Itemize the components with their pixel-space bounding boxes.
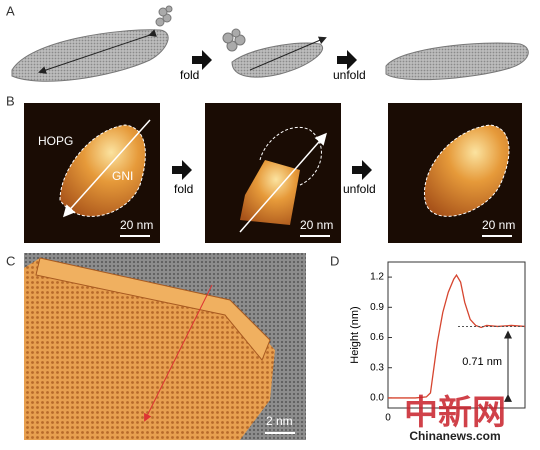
scale-label: 20 nm [482, 218, 515, 232]
y-tick-label: 1.2 [370, 272, 384, 283]
panel-label: D [330, 253, 339, 268]
folded-flake [240, 160, 300, 225]
step-label: fold [174, 182, 193, 196]
x-tick-label: 0 [385, 413, 391, 424]
tip [155, 5, 173, 27]
step-arrow [192, 50, 212, 70]
y-axis-label: Height (nm) [349, 306, 361, 363]
y-tick-label: 0.3 [370, 362, 384, 373]
annotation: 0.71 nm [462, 356, 502, 368]
watermark: 中新网 [404, 394, 506, 432]
arrow [249, 36, 327, 71]
folded-flake [231, 42, 323, 78]
scale-label: 20 nm [300, 218, 333, 232]
step-arrow [172, 160, 192, 180]
fold-edge [35, 257, 271, 361]
y-tick-label: 0.0 [370, 393, 384, 404]
flake [385, 42, 529, 81]
step-arrow [352, 160, 372, 180]
arrow [144, 284, 213, 422]
arrow [239, 132, 327, 233]
watermark-site: Chinanews.com [409, 429, 500, 443]
panel-label: B [6, 93, 15, 108]
plot-frame [387, 261, 526, 409]
step-label: unfold [333, 68, 366, 82]
y-tick-label: 0.9 [370, 302, 384, 313]
arrow [62, 119, 151, 218]
tip [222, 28, 246, 52]
gni-flake [59, 124, 146, 217]
gni-flake [423, 124, 510, 217]
y-tick-label: 0.6 [370, 332, 384, 343]
panel-label: A [6, 3, 15, 18]
scale-label: 2 nm [266, 414, 293, 428]
arrow [38, 29, 157, 74]
panel-label: C [6, 253, 15, 268]
substrate-label: HOPG [38, 134, 73, 148]
step-label: fold [180, 68, 199, 82]
outline [259, 126, 322, 186]
scale-label: 20 nm [120, 218, 153, 232]
step-arrow [337, 50, 357, 70]
flake-label: GNI [112, 169, 133, 183]
step-label: unfold [343, 182, 376, 196]
series-line [388, 273, 526, 399]
